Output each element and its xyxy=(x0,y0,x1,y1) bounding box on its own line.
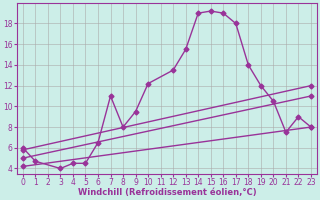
X-axis label: Windchill (Refroidissement éolien,°C): Windchill (Refroidissement éolien,°C) xyxy=(77,188,256,197)
